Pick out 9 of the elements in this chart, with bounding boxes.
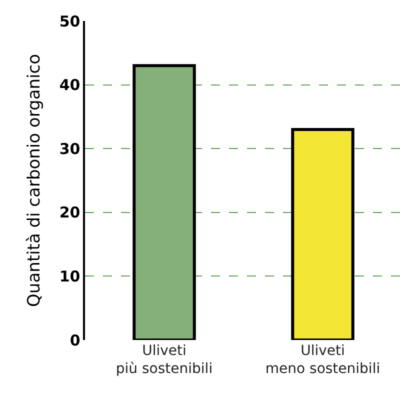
y-tick-label: 20 [59,204,80,222]
x-tick-label: Uliveti più sostenibili [116,343,213,378]
y-tick-label: 10 [59,267,80,286]
y-tick-label: 30 [59,140,80,158]
y-axis-title: Quantità di carbonio organico [24,54,44,307]
y-tick-label: 50 [59,12,80,30]
y-tick-label: 40 [59,76,80,94]
x-tick-label: Uliveti meno sostenibili [265,343,380,378]
y-tick-label: 0 [70,331,80,350]
